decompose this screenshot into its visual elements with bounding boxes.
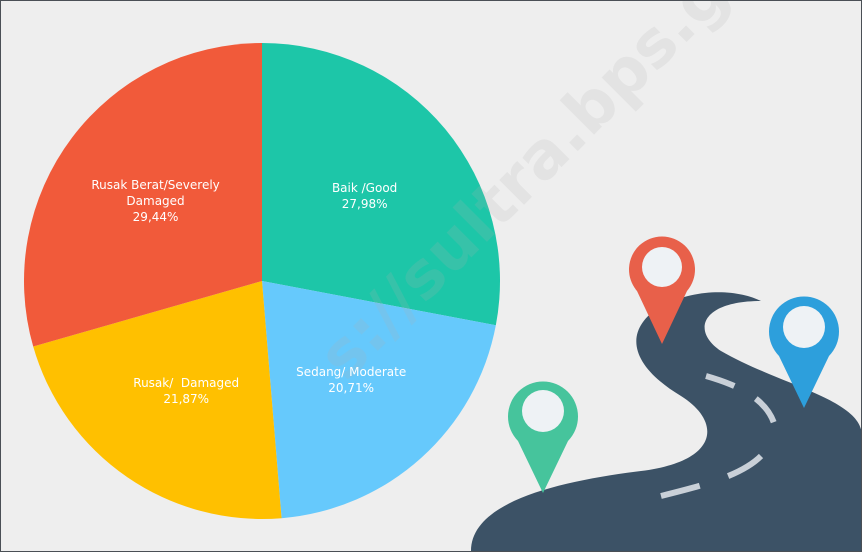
slice-name: Rusak Berat/Severely Damaged (91, 177, 224, 208)
slice-name: Sedang/ Moderate (296, 365, 407, 380)
slice-value: 27,98% (341, 196, 388, 211)
slice-name: Rusak/ Damaged (133, 375, 240, 390)
slice-label: Sedang/ Moderate 20,71% (266, 364, 436, 396)
slice-name: Baik /Good (331, 180, 398, 195)
pie-slice (262, 43, 500, 326)
slice-label: Rusak/ Damaged 21,87% (101, 375, 271, 407)
slice-label: Baik /Good 27,98% (280, 180, 450, 212)
pie-slice (23, 43, 262, 347)
slice-value: 20,71% (328, 381, 375, 396)
pie-slice (262, 281, 496, 519)
road-illustration (471, 236, 861, 551)
slice-label: Rusak Berat/Severely Damaged 29,44% (71, 177, 241, 225)
pie-slice (33, 281, 282, 519)
slice-value: 29,44% (132, 209, 179, 224)
slice-value: 21,87% (163, 391, 210, 406)
